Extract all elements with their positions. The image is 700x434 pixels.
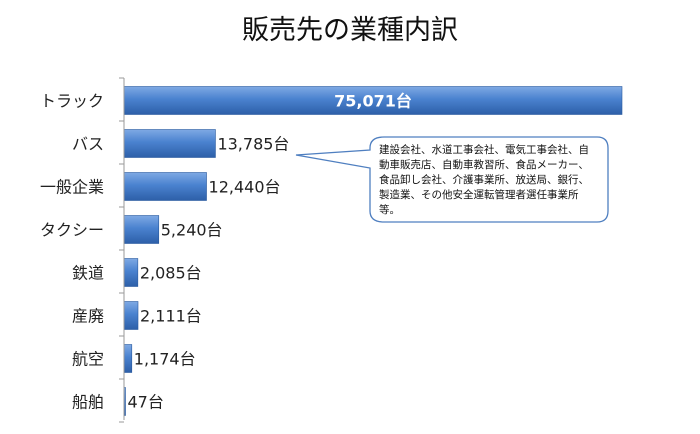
chart-title: 販売先の業種内訳 [242,15,458,46]
value-label-5: 2,111台 [140,307,202,326]
bar-6 [123,344,133,373]
value-label-1: 13,785台 [217,135,289,154]
value-label-4: 2,085台 [140,264,202,283]
bar-3 [123,215,160,244]
category-label-1: バス [72,135,104,154]
category-label-4: 鉄道 [72,264,104,283]
category-label-3: タクシー [40,221,104,240]
value-label-7: 47台 [128,393,164,412]
value-label-6: 1,174台 [134,350,196,369]
bar-2 [123,172,207,201]
category-label-7: 船舶 [72,393,104,412]
category-label-0: トラック [40,92,104,111]
category-label-6: 航空 [72,350,104,369]
bar-5 [123,301,139,330]
category-label-5: 産廃 [72,307,104,326]
value-label-2: 12,440台 [209,178,281,197]
category-label-2: 一般企業 [40,178,104,197]
value-label-3: 5,240台 [161,221,223,240]
callout-bubble [295,136,609,223]
bar-1 [123,129,216,158]
value-label-0: 75,071台 [334,92,412,111]
bar-0 [123,86,623,115]
callout-text: 建設会社、水道工事会社、電気工事会社、自動車販売店、自動車教習所、食品メーカー、… [379,144,589,216]
bar-4 [123,258,139,287]
